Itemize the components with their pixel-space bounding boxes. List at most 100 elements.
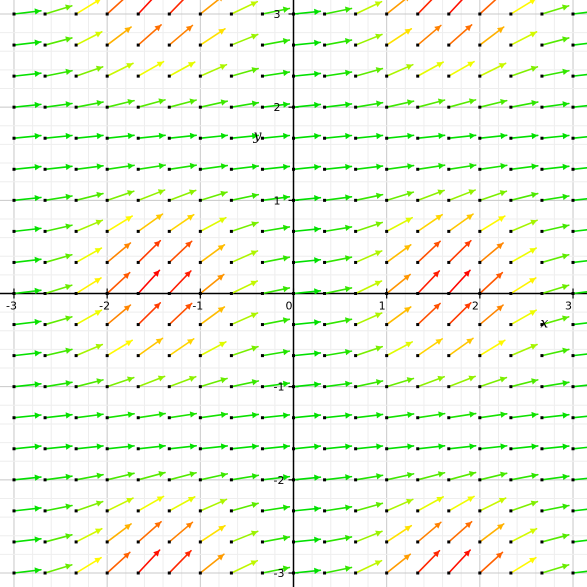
arrow-head [34, 163, 41, 171]
vector-arrow [198, 190, 228, 202]
arrow-head [65, 132, 72, 140]
vector-arrow [416, 189, 445, 202]
vector-arrow [292, 536, 322, 544]
arrow-base-point [292, 12, 295, 16]
arrow-head [407, 472, 414, 479]
arrow-shaft [572, 415, 587, 419]
vector-arrow [478, 163, 508, 171]
arrow-head [282, 6, 290, 13]
arrow-base-point [571, 571, 575, 575]
arrow-head [375, 530, 382, 537]
arrow-base-point [571, 385, 575, 389]
arrow-base-point [12, 354, 16, 358]
arrow-base-point [478, 229, 482, 233]
arrow-head [465, 521, 472, 529]
vector-arrow [447, 24, 473, 47]
arrow-head [186, 214, 194, 221]
arrow-head [499, 190, 507, 197]
arrow-head [344, 534, 352, 542]
vector-arrow [136, 471, 166, 482]
arrow-base-point [229, 385, 233, 389]
vector-arrow [540, 132, 570, 140]
arrow-base-point [292, 260, 295, 264]
arrow-head [34, 70, 41, 78]
arrow-base-point [43, 167, 47, 171]
arrow-head [562, 36, 569, 43]
arrow-head [463, 270, 471, 277]
arrow-head [345, 224, 352, 232]
vector-arrow [540, 283, 570, 295]
arrow-base-point [354, 478, 358, 482]
vector-arrow [260, 474, 291, 482]
vector-arrow [571, 322, 587, 327]
vector-arrow [292, 257, 322, 264]
arrow-base-point [260, 74, 264, 78]
arrow-base-point [323, 74, 327, 78]
vector-arrow [43, 412, 73, 420]
arrow-head [123, 242, 131, 250]
vector-arrow [447, 269, 471, 295]
arrow-head [314, 8, 321, 16]
arrow-base-point [323, 136, 327, 140]
vector-arrow [540, 4, 570, 16]
arrow-head [153, 302, 161, 310]
arrow-head [219, 64, 227, 71]
x-tick-label: 3 [565, 300, 572, 313]
vector-arrow [571, 73, 587, 78]
arrow-base-point [478, 12, 482, 16]
arrow-base-point [571, 12, 575, 16]
arrow-head [314, 195, 321, 202]
arrow-head [65, 412, 72, 419]
arrow-base-point [198, 478, 202, 482]
arrow-head [96, 411, 104, 419]
arrow-head [469, 443, 476, 450]
vector-arrow [198, 216, 227, 233]
arrow-head [375, 345, 383, 352]
arrow-head [562, 253, 569, 260]
arrow-base-point [260, 43, 264, 47]
vector-arrow [74, 527, 103, 544]
arrow-shaft [572, 136, 587, 140]
arrow-base-point [167, 540, 171, 544]
vector-arrow [229, 501, 259, 513]
vector-arrow [509, 247, 538, 264]
vector-arrow [43, 443, 73, 451]
arrow-head [376, 443, 383, 450]
arrow-base-point [198, 167, 202, 171]
arrow-base-point [447, 478, 451, 482]
arrow-shaft [168, 0, 185, 15]
arrow-shaft [137, 0, 153, 15]
vector-arrow [292, 319, 322, 327]
arrow-head [251, 192, 259, 200]
vector-arrow [571, 259, 587, 264]
arrow-base-point [198, 354, 202, 358]
arrow-base-point [198, 571, 202, 575]
arrow-head [96, 378, 103, 385]
arrow-head [436, 496, 444, 503]
vector-arrow [105, 271, 131, 295]
vector-arrow [447, 239, 472, 264]
vector-arrow [229, 379, 260, 389]
arrow-base-point [136, 447, 140, 451]
vector-arrow [540, 533, 570, 544]
arrow-head [220, 411, 228, 418]
arrow-head [95, 219, 103, 226]
arrow-head [251, 345, 258, 352]
arrow-base-point [447, 198, 451, 202]
arrow-head [65, 473, 72, 481]
x-tick-label: 1 [379, 300, 386, 313]
vector-arrow [105, 190, 135, 202]
vector-arrow [323, 443, 353, 451]
vector-arrow [447, 549, 471, 575]
vector-arrow [167, 375, 197, 389]
arrow-head [403, 274, 411, 281]
arrow-head [65, 347, 72, 354]
arrow-head [189, 471, 197, 478]
arrow-head [344, 286, 352, 293]
arrow-base-point [43, 323, 47, 327]
arrow-head [562, 503, 569, 510]
arrow-head [464, 240, 471, 248]
vector-arrow [136, 213, 164, 233]
arrow-base-point [136, 43, 140, 47]
